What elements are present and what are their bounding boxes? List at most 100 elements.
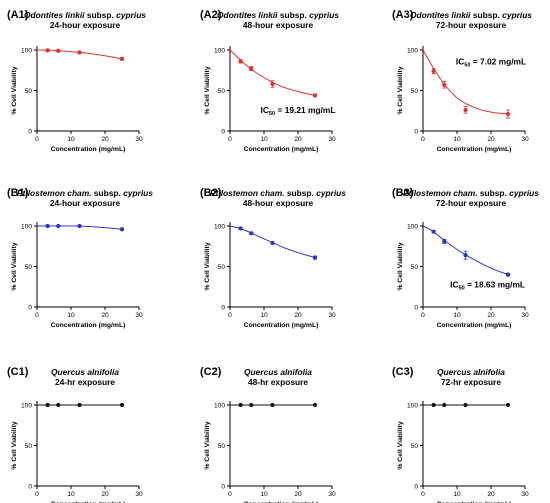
data-point bbox=[56, 223, 61, 229]
x-axis-label: Concentration (mg/mL) bbox=[51, 501, 126, 503]
ic50-prefix: IC bbox=[450, 280, 458, 290]
data-point bbox=[238, 402, 243, 408]
data-point bbox=[119, 402, 125, 408]
y-tick-label: 100 bbox=[21, 223, 32, 230]
y-tick-label: 100 bbox=[21, 402, 32, 409]
data-point bbox=[249, 66, 254, 71]
x-tick-label: 20 bbox=[487, 312, 495, 319]
title-segment: Odontites linkii bbox=[410, 10, 471, 20]
title-segment: Ptilostemon cham. bbox=[17, 188, 91, 198]
x-tick-label: 0 bbox=[421, 312, 425, 319]
data-point bbox=[77, 402, 82, 408]
x-tick-label: 10 bbox=[260, 136, 268, 143]
y-tick-label: 0 bbox=[221, 483, 225, 490]
panel-b3: (B3)Ptilostemon cham. subsp. cyprius72-h… bbox=[392, 187, 539, 329]
y-axis-label: % Cell Viability bbox=[204, 66, 211, 114]
title-segment: Ptilostemon cham. bbox=[403, 188, 477, 198]
data-point bbox=[56, 402, 61, 408]
y-tick-label: 0 bbox=[28, 483, 32, 490]
ic50-annotation: IC50 = 19.21 mg/mL bbox=[261, 105, 336, 117]
panel-label: (C3) bbox=[392, 366, 414, 378]
title-segment: cyprius bbox=[509, 188, 539, 198]
ic50-value: = 19.21 mg/mL bbox=[275, 105, 335, 115]
chart-title: Odontites linkii subsp. cyprius bbox=[24, 10, 146, 20]
ic50-value: = 18.63 mg/mL bbox=[465, 280, 525, 290]
title-segment: Ptilostemon cham. bbox=[210, 188, 284, 198]
data-point bbox=[442, 82, 447, 87]
x-tick-label: 30 bbox=[521, 312, 529, 319]
data-point bbox=[442, 402, 447, 408]
data-point bbox=[119, 227, 125, 232]
title-segment: Odontites linkii bbox=[217, 10, 278, 20]
panel-label: (B1) bbox=[7, 187, 29, 199]
x-tick-label: 30 bbox=[328, 491, 336, 498]
fit-curve bbox=[422, 49, 509, 115]
title-segment: subsp. bbox=[278, 10, 310, 20]
x-tick-label: 0 bbox=[228, 491, 232, 498]
chart-title: Ptilostemon cham. subsp. cyprius bbox=[403, 188, 539, 198]
chart-subtitle: 72-hr exposure bbox=[441, 377, 501, 387]
y-tick-label: 0 bbox=[414, 483, 418, 490]
y-tick-label: 50 bbox=[25, 88, 33, 95]
x-axis-label: Concentration (mg/mL) bbox=[437, 322, 512, 329]
panel-a2: (A2)Odontites linkii subsp. cyprius48-ho… bbox=[200, 9, 339, 153]
chart-subtitle: 24-hr exposure bbox=[55, 377, 115, 387]
title-segment: subsp. bbox=[471, 10, 503, 20]
data-point bbox=[45, 223, 50, 229]
data-point bbox=[238, 226, 243, 231]
chart-title: Odontites linkii subsp. cyprius bbox=[217, 10, 339, 20]
x-tick-label: 30 bbox=[521, 491, 529, 498]
y-axis-label: % Cell Viability bbox=[397, 421, 404, 469]
chart-title: Ptilostemon cham. subsp. cyprius bbox=[210, 188, 346, 198]
x-tick-label: 30 bbox=[521, 136, 529, 143]
ic50-annotation: IC50 = 7.02 mg/mL bbox=[456, 57, 526, 69]
chart-subtitle: 72-hour exposure bbox=[436, 20, 507, 30]
title-segment: Odontites linkii bbox=[24, 10, 85, 20]
panel-label: (A3) bbox=[392, 9, 414, 21]
data-point bbox=[249, 402, 254, 408]
title-segment: subsp. bbox=[285, 188, 317, 198]
x-tick-label: 20 bbox=[487, 491, 495, 498]
y-axis-label: % Cell Viability bbox=[11, 421, 18, 469]
y-tick-label: 50 bbox=[25, 443, 33, 450]
x-tick-label: 20 bbox=[101, 136, 109, 143]
data-point bbox=[431, 229, 436, 234]
x-tick-label: 10 bbox=[453, 312, 461, 319]
x-tick-label: 10 bbox=[260, 491, 268, 498]
x-axis-label: Concentration (mg/mL) bbox=[437, 501, 512, 503]
x-tick-label: 20 bbox=[294, 136, 302, 143]
y-axis-label: % Cell Viability bbox=[11, 66, 18, 114]
data-point bbox=[463, 107, 468, 113]
x-tick-label: 10 bbox=[67, 491, 75, 498]
x-tick-label: 10 bbox=[67, 312, 75, 319]
panel-label: (B2) bbox=[200, 187, 222, 199]
x-tick-label: 0 bbox=[35, 491, 39, 498]
data-point bbox=[505, 111, 511, 117]
title-segment: cyprius bbox=[116, 10, 146, 20]
title-segment: cyprius bbox=[123, 188, 153, 198]
y-axis-label: % Cell Viability bbox=[204, 421, 211, 469]
title-segment: cyprius bbox=[316, 188, 346, 198]
panel-b1: (B1)Ptilostemon cham. subsp. cyprius24-h… bbox=[7, 187, 153, 329]
chart-subtitle: 48-hour exposure bbox=[243, 198, 314, 208]
chart-subtitle: 24-hour exposure bbox=[50, 198, 121, 208]
data-point bbox=[431, 68, 436, 74]
chart-title: Ptilostemon cham. subsp. cyprius bbox=[17, 188, 153, 198]
ic50-prefix: IC bbox=[456, 57, 464, 67]
data-point bbox=[270, 81, 275, 87]
y-tick-label: 100 bbox=[214, 223, 225, 230]
x-tick-label: 30 bbox=[328, 136, 336, 143]
panel-a1: (A1)Odontites linkii subsp. cyprius24-ho… bbox=[7, 9, 146, 153]
data-point bbox=[442, 239, 447, 244]
data-point bbox=[119, 56, 125, 62]
data-point bbox=[505, 402, 511, 408]
panel-b2: (B2)Ptilostemon cham. subsp. cyprius48-h… bbox=[200, 187, 346, 329]
chart-title: Quercus alnifolia bbox=[51, 367, 119, 377]
y-tick-label: 100 bbox=[21, 47, 32, 54]
y-tick-label: 100 bbox=[407, 402, 418, 409]
title-segment: Quercus alnifolia bbox=[437, 367, 505, 377]
panel-label: (A2) bbox=[200, 9, 222, 21]
